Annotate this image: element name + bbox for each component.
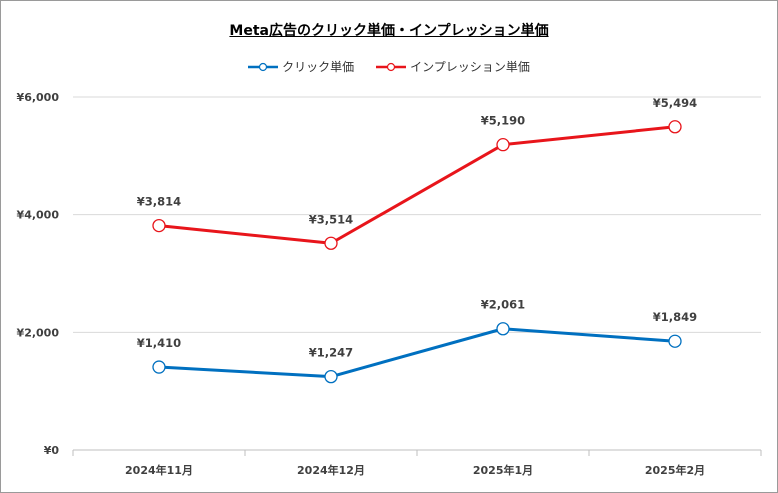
legend: クリック単価 インプレッション単価 <box>1 58 777 75</box>
data-label: ¥1,410 <box>137 336 181 350</box>
series-line <box>158 125 676 245</box>
data-point <box>324 369 338 384</box>
data-point <box>496 138 510 152</box>
y-tick-label: ¥6,000 <box>17 91 60 104</box>
x-tick-label: 2025年2月 <box>645 463 705 477</box>
data-label: ¥5,494 <box>653 96 697 110</box>
x-tick-label: 2024年11月 <box>125 463 193 477</box>
data-point <box>668 334 682 348</box>
chart-title: Meta広告のクリック単価・インプレッション単価 <box>229 23 549 39</box>
data-label: ¥1,849 <box>653 310 697 324</box>
data-point <box>152 218 166 233</box>
legend-item-click-cost: クリック単価 <box>248 58 354 75</box>
data-label: ¥5,190 <box>481 114 525 128</box>
data-label: ¥3,814 <box>137 195 181 209</box>
series-line <box>158 327 676 379</box>
data-label: ¥3,514 <box>309 212 353 226</box>
data-point <box>324 236 338 250</box>
data-label: ¥1,247 <box>309 346 353 360</box>
legend-marker-click-cost <box>248 62 279 71</box>
legend-label-impression-cost: インプレッション単価 <box>410 60 530 74</box>
legend-item-impression-cost: インプレッション単価 <box>376 58 530 75</box>
data-point <box>152 360 166 374</box>
y-tick-label: ¥2,000 <box>17 326 60 339</box>
y-tick-label: ¥4,000 <box>17 209 60 222</box>
y-tick-label: ¥0 <box>44 444 60 457</box>
data-point <box>496 322 510 336</box>
x-tick-label: 2024年12月 <box>297 463 365 477</box>
x-tick-label: 2025年1月 <box>473 463 533 477</box>
legend-marker-impression-cost <box>376 62 407 71</box>
legend-label-click-cost: クリック単価 <box>282 60 355 74</box>
data-point <box>668 120 682 134</box>
data-label: ¥2,061 <box>481 298 525 312</box>
